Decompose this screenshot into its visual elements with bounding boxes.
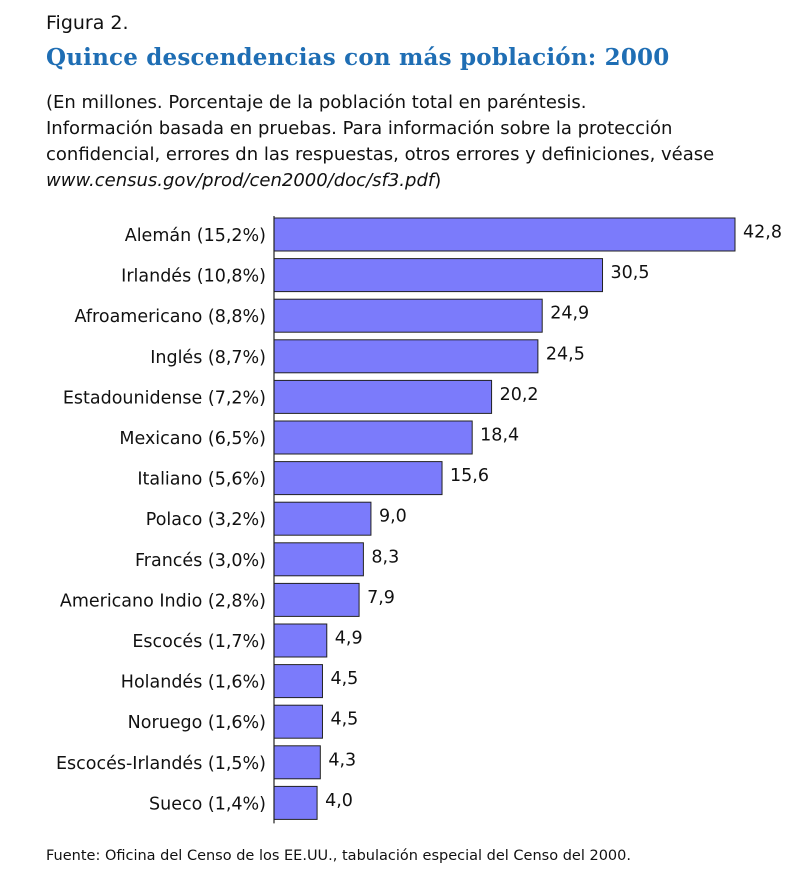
category-label: Escocés (1,7%) (132, 632, 266, 652)
category-label: Estadounidense (7,2%) (63, 388, 266, 408)
category-label: Alemán (15,2%) (125, 226, 266, 246)
value-label: 15,6 (450, 466, 489, 486)
category-label: Italiano (5,6%) (137, 470, 266, 490)
bar (273, 501, 372, 536)
value-label: 24,5 (546, 344, 585, 364)
bar (273, 623, 328, 658)
value-label: 4,5 (330, 669, 358, 689)
bar (273, 582, 360, 617)
subtitle-line-1: (En millones. Porcentaje de la población… (46, 92, 587, 113)
value-label: 24,9 (550, 304, 589, 324)
bar (273, 339, 539, 374)
value-label: 42,8 (743, 223, 782, 243)
subtitle-line-3: confidencial, errores dn las respuestas,… (46, 144, 715, 165)
value-label: 30,5 (611, 263, 650, 283)
chart-title: Quince descendencias con más población: … (46, 44, 670, 71)
value-label: 18,4 (480, 426, 519, 446)
category-label: Irlandés (10,8%) (121, 267, 266, 287)
category-label: Inglés (8,7%) (150, 348, 266, 368)
value-label: 4,0 (325, 791, 353, 811)
category-label: Afroamericano (8,8%) (75, 307, 266, 327)
bar (273, 745, 321, 780)
bar (273, 664, 323, 699)
subtitle-close-paren: ) (434, 170, 442, 191)
bar (273, 217, 736, 252)
category-label: Polaco (3,2%) (146, 510, 266, 530)
category-label: Holandés (1,6%) (121, 673, 266, 693)
value-label: 4,9 (335, 629, 363, 649)
value-label: 9,0 (379, 507, 407, 527)
bar (273, 258, 604, 293)
value-label: 7,9 (367, 588, 395, 608)
category-label: Mexicano (6,5%) (119, 429, 266, 449)
bar-chart: Alemán (15,2%) 42,8 Irlandés (10,8%) 30,5 Af… (56, 216, 782, 824)
category-label: Escocés-Irlandés (1,5%) (56, 754, 266, 774)
bar (273, 785, 318, 820)
figure-label: Figura 2. (46, 12, 129, 34)
category-label: Americano Indio (2,8%) (60, 591, 266, 611)
category-label: Francés (3,0%) (135, 551, 266, 571)
source-url[interactable]: www.census.gov/prod/cen2000/doc/sf3.pdf (46, 170, 435, 191)
bar (273, 704, 323, 739)
subtitle-line-2: Información basada en pruebas. Para info… (46, 118, 673, 139)
value-label: 8,3 (371, 547, 399, 567)
bar (273, 420, 473, 455)
value-label: 20,2 (500, 385, 539, 405)
bar (273, 379, 493, 414)
bar (273, 461, 443, 496)
value-label: 4,5 (330, 710, 358, 730)
value-label: 4,3 (328, 750, 356, 770)
subtitle-line-4: www.census.gov/prod/cen2000/doc/sf3.pdf) (46, 168, 776, 194)
bar (273, 298, 543, 333)
category-label: Sueco (1,4%) (149, 794, 266, 814)
category-label: Noruego (1,6%) (128, 713, 266, 733)
source-note: Fuente: Oficina del Censo de los EE.UU.,… (46, 848, 631, 864)
chart-subtitle: (En millones. Porcentaje de la población… (46, 90, 776, 194)
bar (273, 542, 364, 577)
